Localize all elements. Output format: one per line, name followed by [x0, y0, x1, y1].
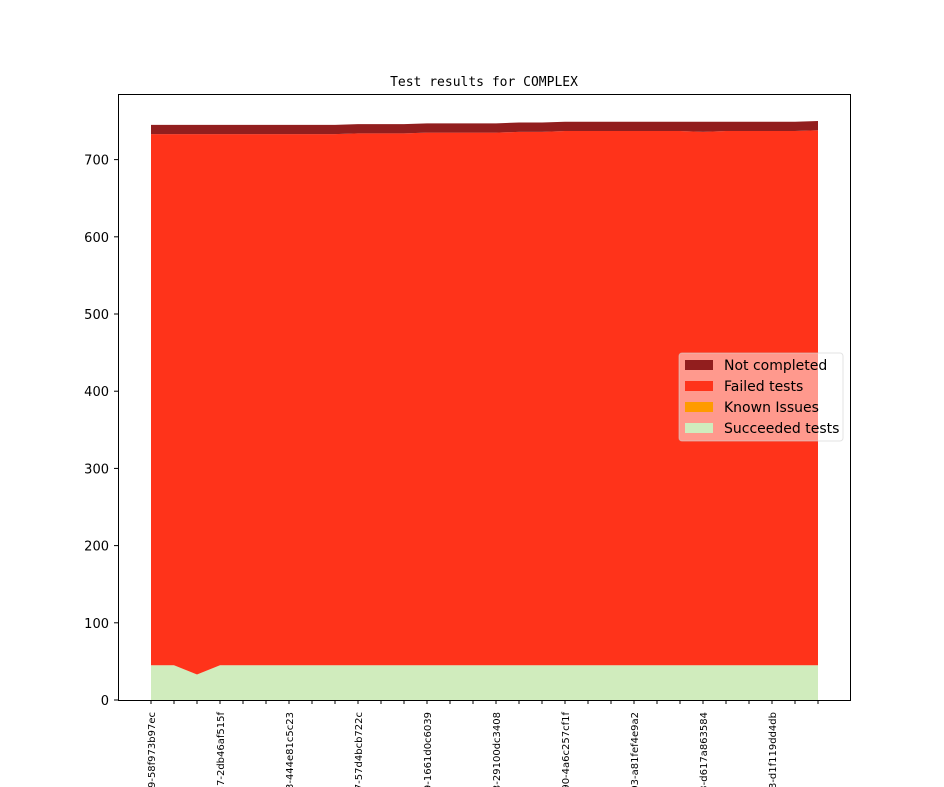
- legend-swatch: [685, 402, 713, 412]
- x-tick-label: 3-d1f119dd4db: [768, 712, 779, 787]
- legend-box: [678, 352, 844, 442]
- legend-swatch: [685, 423, 713, 433]
- x-tick-label: 3-29100dc3408: [492, 712, 503, 787]
- y-tick-label: 0: [101, 694, 109, 709]
- x-tick-label: 9-58f973b97ec: [147, 712, 158, 787]
- x-tick-label: 37-2db46af515f: [216, 712, 227, 787]
- legend-label: Not completed: [724, 358, 827, 374]
- chart-title: Test results for COMPLEX: [390, 75, 578, 90]
- legend-label: Known Issues: [724, 400, 819, 416]
- y-tick-label: 200: [84, 540, 109, 555]
- legend-label: Succeeded tests: [724, 421, 839, 437]
- legend-swatch: [685, 360, 713, 370]
- legend: Not completed Failed tests Known Issues Suc…: [678, 352, 844, 442]
- x-tick-label: 03-a81fef4e9a2: [630, 712, 641, 787]
- y-tick-label: 500: [84, 308, 109, 323]
- x-tick-label: 3-d617a863584: [699, 712, 710, 787]
- x-tick-label: 90-4a6c257cf1f: [561, 712, 572, 787]
- x-tick-label: 3-444e81c5c23: [285, 712, 296, 787]
- x-axis: 9-58f973b97ec 37-2db46af515f 3-444e81c5c23…: [147, 700, 819, 787]
- legend-swatch: [685, 381, 713, 391]
- y-axis: 0 100 200 300 400 500 600 700: [84, 154, 118, 709]
- y-tick-label: 300: [84, 462, 109, 477]
- y-tick-label: 700: [84, 154, 109, 169]
- legend-label: Failed tests: [724, 379, 803, 395]
- area-succeeded-tests: [151, 665, 818, 700]
- area-layers: [151, 121, 818, 700]
- x-tick-label: 7-57d4bcb722c: [354, 712, 365, 787]
- x-tick-label: 9-1661d0c6039: [423, 712, 434, 787]
- area-not-completed: [151, 121, 818, 135]
- area-failed-tests: [151, 130, 818, 675]
- y-tick-label: 400: [84, 385, 109, 400]
- plot-frame: [118, 94, 851, 701]
- y-tick-label: 600: [84, 231, 109, 246]
- y-tick-label: 100: [84, 617, 109, 632]
